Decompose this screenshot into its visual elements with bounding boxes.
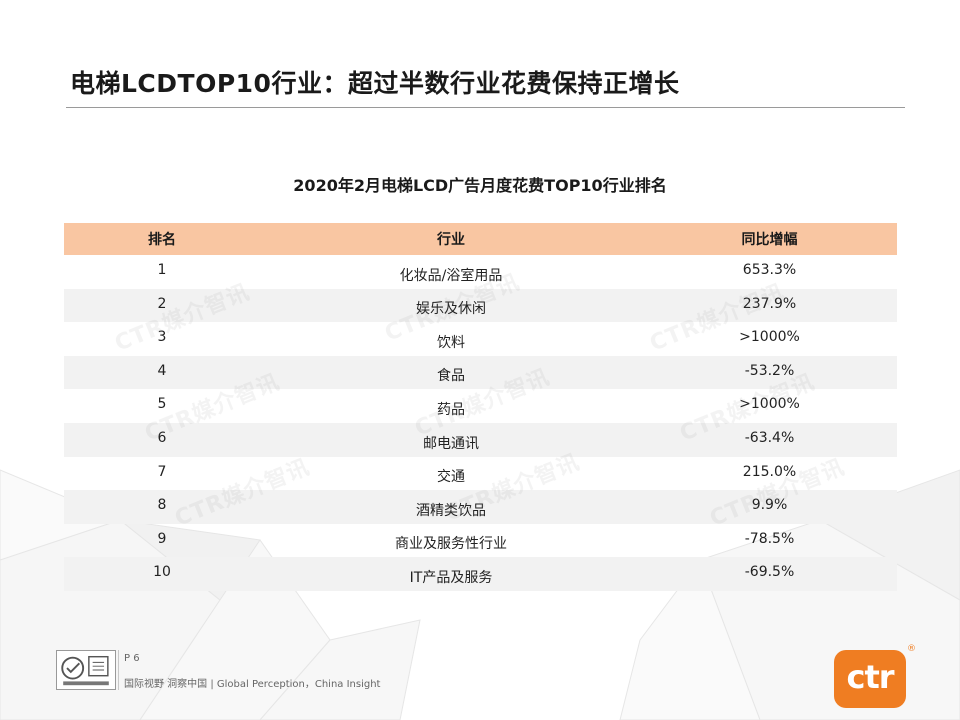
registered-mark: ® xyxy=(907,644,916,654)
table-row: 8 酒精类饮品 9.9% xyxy=(64,490,897,524)
table-row: 4 食品 -53.2% xyxy=(64,355,897,390)
table-row: 3 饮料 >1000% xyxy=(64,322,897,356)
industry-cell: 娱乐及休闲 xyxy=(260,288,642,323)
industry-cell: 邮电通讯 xyxy=(260,422,642,457)
slide-title: 电梯LCDTOP10行业：超过半数行业花费保持正增长 xyxy=(70,69,680,98)
certification-logos xyxy=(56,650,116,690)
table-row: 10 IT产品及服务 -69.5% xyxy=(64,557,897,591)
table-row: 6 邮电通讯 -63.4% xyxy=(64,422,897,457)
rank-cell: 8 xyxy=(64,490,260,524)
industry-cell: 交通 xyxy=(437,469,465,486)
title-divider xyxy=(66,107,905,108)
footer-divider xyxy=(118,650,119,690)
industry-cell: 酒精类饮品 xyxy=(260,490,642,524)
industry-cell: 商业及服务性行业 xyxy=(395,536,507,553)
rank-cell: 10 xyxy=(64,557,260,591)
industry-cell: 食品 xyxy=(260,355,642,390)
table-header-row: 排名 行业 同比增幅 xyxy=(64,223,897,255)
rank-cell: 5 xyxy=(157,396,167,413)
table-row: 2 娱乐及休闲 237.9% xyxy=(64,288,897,323)
yoy-cell: -53.2% xyxy=(642,355,897,390)
industry-cell: 化妆品/浴室用品 xyxy=(399,267,503,284)
industry-cell: 饮料 xyxy=(437,334,465,351)
table-row: 7 交通 215.0% xyxy=(64,457,897,491)
yoy-cell: 9.9% xyxy=(642,490,897,524)
table-caption: 2020年2月电梯LCD广告月度花费TOP10行业排名 xyxy=(293,176,667,195)
table-row: 1 化妆品/浴室用品 653.3% xyxy=(64,255,897,289)
rank-cell: 4 xyxy=(64,355,260,390)
rank-cell: 9 xyxy=(157,530,167,547)
header-industry: 行业 xyxy=(260,223,642,255)
industry-cell: 药品 xyxy=(437,401,465,418)
yoy-cell: -78.5% xyxy=(744,530,795,547)
yoy-cell: >1000% xyxy=(739,396,800,413)
page-number: P 6 xyxy=(124,653,140,664)
yoy-cell: -63.4% xyxy=(642,422,897,457)
table-row: 9 商业及服务性行业 -78.5% xyxy=(64,524,897,558)
header-yoy: 同比增幅 xyxy=(642,223,897,255)
rank-cell: 2 xyxy=(64,288,260,323)
industry-cell: IT产品及服务 xyxy=(260,557,642,591)
yoy-cell: 215.0% xyxy=(742,463,797,480)
table-row: 5 药品 >1000% xyxy=(64,389,897,423)
yoy-cell: -69.5% xyxy=(642,557,897,591)
header-rank: 排名 xyxy=(64,223,260,255)
industry-ranking-table: 排名 行业 同比增幅 1 化妆品/浴室用品 653.3% 2 娱乐及休闲 237… xyxy=(64,223,897,591)
rank-cell: 6 xyxy=(64,422,260,457)
yoy-cell: 653.3% xyxy=(742,262,797,278)
ctr-logo: ctr xyxy=(834,650,906,708)
footer-tagline: 国际视野 洞察中国 | Global Perception，China Insi… xyxy=(124,679,381,690)
rank-cell: 3 xyxy=(157,329,167,346)
rank-cell: 1 xyxy=(157,262,167,278)
rank-cell: 7 xyxy=(157,463,167,480)
yoy-cell: >1000% xyxy=(739,329,800,346)
yoy-cell: 237.9% xyxy=(642,288,897,323)
